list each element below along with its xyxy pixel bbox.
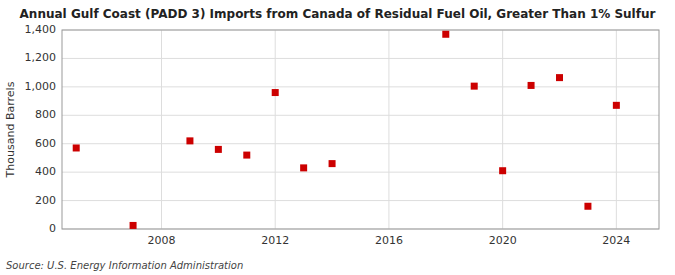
plot-frame [62,30,659,229]
point [442,31,449,38]
point [556,74,563,81]
chart: 0 200 400 600 800 1,000 1,200 1,400 2008 2012 2016… [0,0,675,275]
y-grid-line [62,58,659,59]
points [73,31,620,229]
y-grid-line [62,200,659,201]
title: Annual Gulf Coast (PADD 3) Imports from … [20,7,656,21]
x-grid-line [502,30,503,229]
y-tick-label: 600 [35,137,56,150]
y-tick-label: 1,200 [25,51,57,64]
point [613,102,620,109]
grid [62,30,659,229]
y-tick-label: 0 [49,222,56,235]
y-tick-label: 200 [35,194,56,207]
x-tick-label: 2012 [261,234,289,247]
point [272,89,279,96]
y-grid-line [62,86,659,87]
point [584,203,591,210]
y-grid-line [62,143,659,144]
point [471,83,478,90]
y-axis-label: Thousand Barrels [4,81,17,178]
point [186,137,193,144]
point [73,144,80,151]
source-note: Source: U.S. Energy Information Administ… [6,260,243,271]
point [300,164,307,171]
y-tick-label: 1,400 [25,23,57,36]
axes: 0 200 400 600 800 1,000 1,200 1,400 2008 2012 2016… [25,23,660,247]
x-grid-line [388,30,389,229]
x-grid-line [616,30,617,229]
y-grid-line [62,115,659,116]
point [243,152,250,159]
y-tick-label: 800 [35,108,56,121]
y-grid-line [62,172,659,173]
x-grid-line [161,30,162,229]
point [130,222,137,229]
point [215,146,222,153]
y-tick-label: 1,000 [25,80,57,93]
point [329,160,336,167]
x-tick-label: 2016 [375,234,403,247]
x-tick-label: 2020 [489,234,517,247]
x-tick-label: 2008 [148,234,176,247]
x-grid-line [275,30,276,229]
x-tick-label: 2024 [602,234,630,247]
point [499,167,506,174]
point [528,82,535,89]
y-tick-label: 400 [35,165,56,178]
